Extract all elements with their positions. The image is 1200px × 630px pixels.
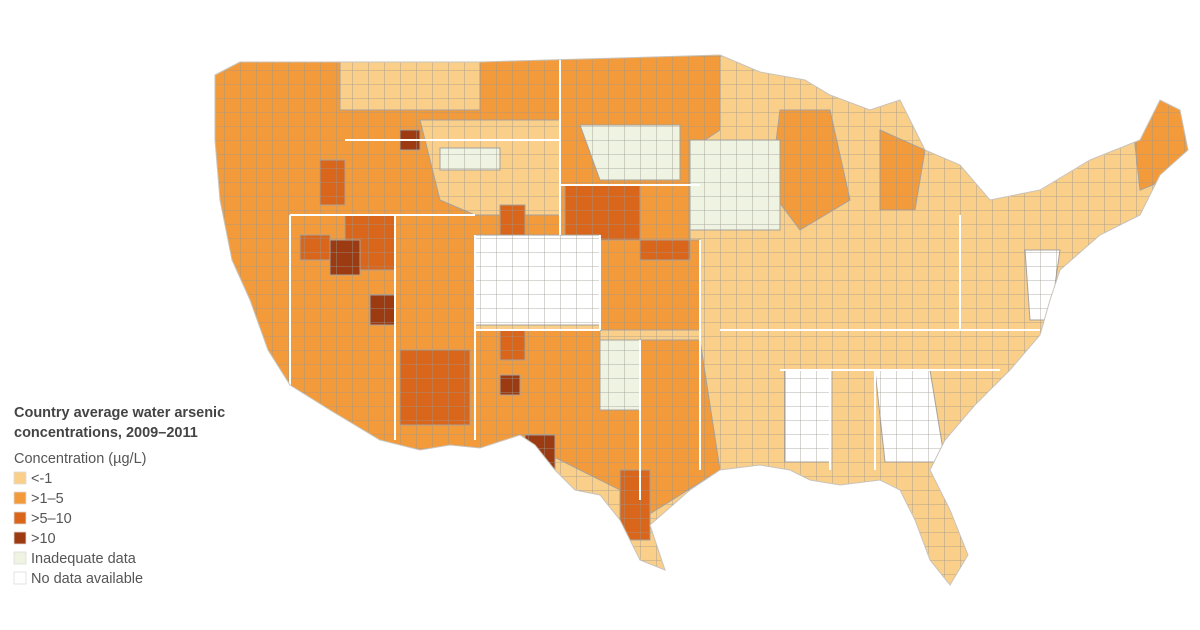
legend-swatch: [13, 511, 27, 525]
legend-swatch: [13, 551, 27, 565]
map-body: [215, 55, 1188, 585]
legend-label: >1–5: [31, 491, 64, 507]
legend-swatch: [13, 531, 27, 545]
legend-title: concentrations, 2009–2011: [14, 425, 198, 441]
legend-title: Country average water arsenic: [14, 405, 225, 421]
legend-items: <-1 >1–5 >5–10 >10 Inadequate data No data av…: [13, 471, 143, 587]
legend-subtitle: Concentration (µg/L): [14, 451, 146, 467]
state-borders: [289, 55, 1040, 500]
legend-swatch: [13, 471, 27, 485]
legend-swatch: [13, 491, 27, 505]
legend-label: >10: [31, 531, 56, 547]
legend-label: No data available: [31, 571, 143, 587]
legend-label: <-1: [31, 471, 52, 487]
legend-swatch: [13, 571, 27, 585]
legend-label: Inadequate data: [31, 551, 137, 567]
legend-label: >5–10: [31, 511, 72, 527]
